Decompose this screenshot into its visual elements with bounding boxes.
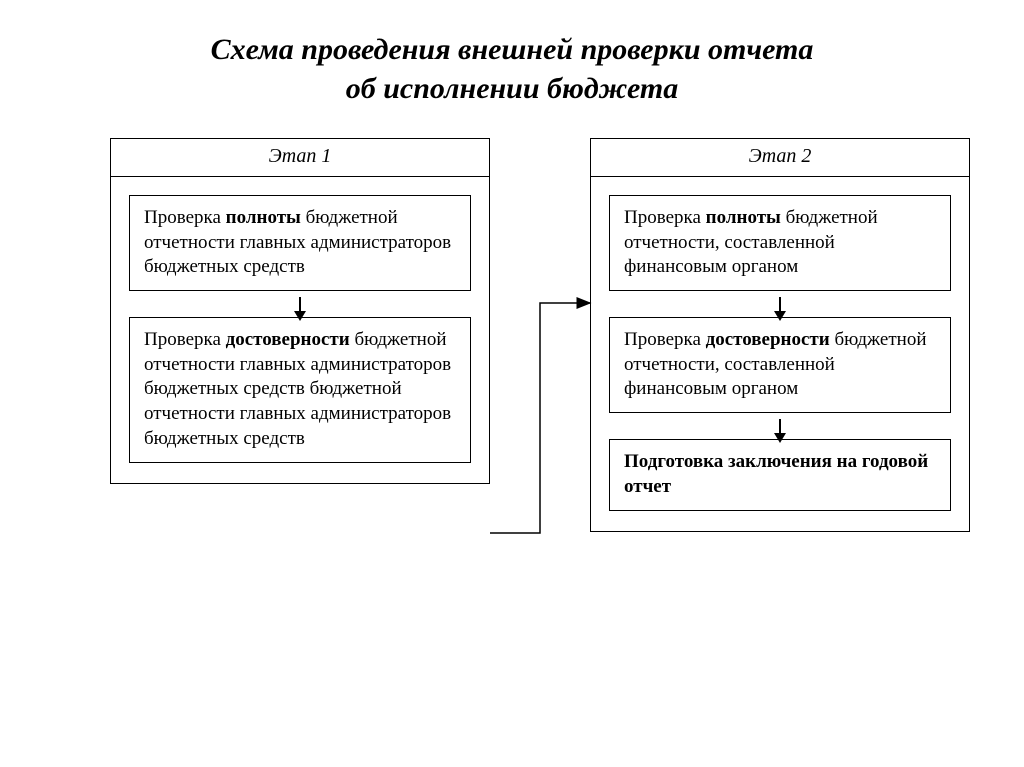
stage-1-box-1: Проверка полноты бюджетной отчетности гл…	[129, 195, 471, 291]
arrow-down-icon	[129, 291, 471, 317]
stage-2-body: Проверка полноты бюджетной отчетности, с…	[591, 177, 969, 531]
stage-2-header: Этап 2	[591, 139, 969, 177]
arrow-down-icon	[609, 291, 951, 317]
stage-1: Этап 1 Проверка полноты бюджетной отчетн…	[110, 138, 490, 484]
arrow-down-icon	[609, 413, 951, 439]
diagram-title: Схема проведения внешней проверки отчета…	[60, 30, 964, 108]
title-line-2: об исполнении бюджета	[346, 72, 678, 105]
stage-2: Этап 2 Проверка полноты бюджетной отчетн…	[590, 138, 970, 532]
stage-2-box-2: Проверка достоверности бюджетной отчетно…	[609, 317, 951, 413]
stage-1-box-2: Проверка достоверности бюджетной отчетно…	[129, 317, 471, 462]
stage-2-box-3: Подготовка заключения на годовой отчет	[609, 439, 951, 510]
diagram-canvas: Этап 1 Проверка полноты бюджетной отчетн…	[60, 138, 964, 738]
stage-1-body: Проверка полноты бюджетной отчетности гл…	[111, 177, 489, 483]
stage-1-header: Этап 1	[111, 139, 489, 177]
title-line-1: Схема проведения внешней проверки отчета	[211, 33, 814, 66]
stage-2-box-1: Проверка полноты бюджетной отчетности, с…	[609, 195, 951, 291]
